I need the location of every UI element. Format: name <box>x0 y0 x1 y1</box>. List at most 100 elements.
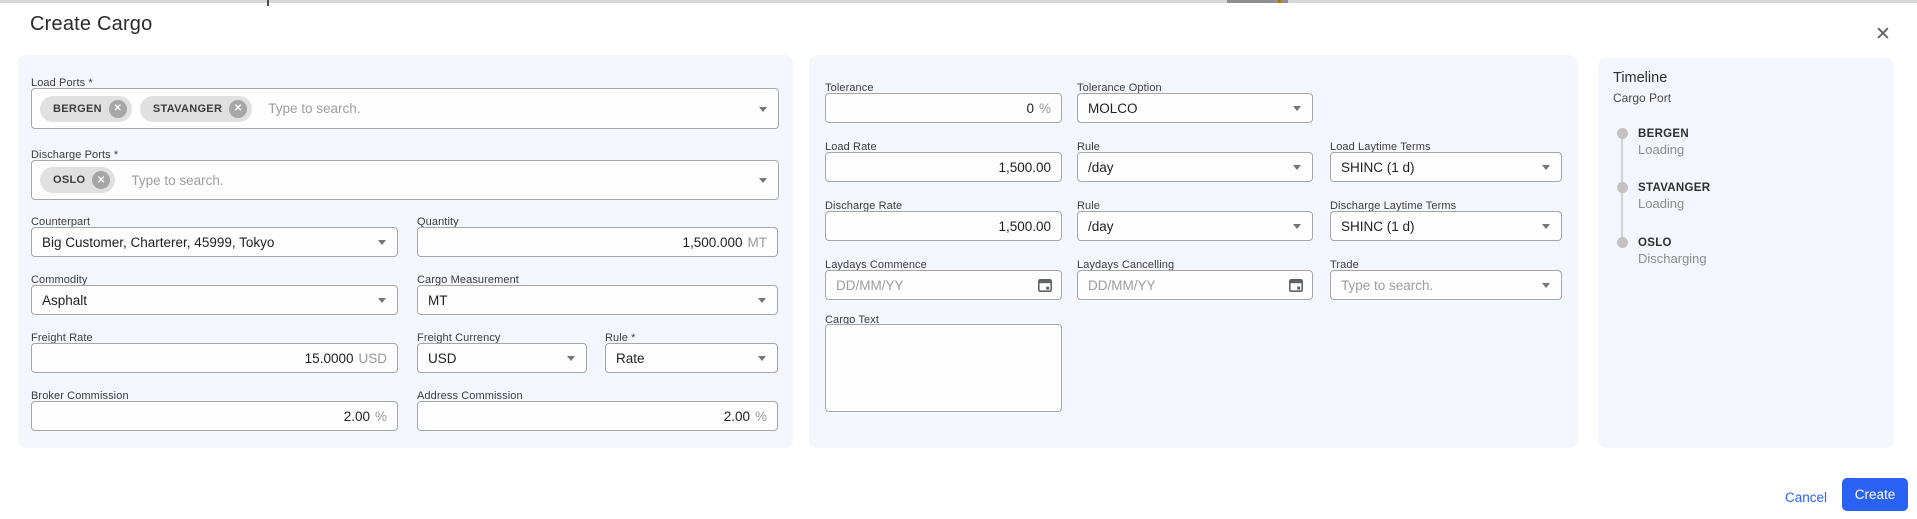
freight-rule-value: Rate <box>616 350 645 366</box>
load-laytime-label: Load Laytime Terms <box>1330 141 1431 153</box>
quantity-input[interactable]: 1,500.000 MT <box>417 227 778 257</box>
port-chip[interactable]: OSLO ✕ <box>40 167 116 193</box>
load-laytime-value: SHINC (1 d) <box>1341 159 1415 175</box>
discharge-rule-value: /day <box>1088 218 1114 234</box>
broker-commission-label: Broker Commission <box>31 390 129 402</box>
timeline-dot <box>1617 128 1628 139</box>
chevron-down-icon <box>1542 224 1550 229</box>
load-rate-label: Load Rate <box>825 141 877 153</box>
chevron-down-icon <box>1293 106 1301 111</box>
cargo-measurement-select[interactable]: MT <box>417 285 778 315</box>
broker-commission-input[interactable]: 2.00 % <box>31 401 398 431</box>
timeline-port: BERGEN <box>1638 128 1690 140</box>
freight-rule-select[interactable]: Rate <box>605 343 778 373</box>
load-ports-placeholder: Type to search. <box>268 101 361 116</box>
chip-remove-icon[interactable]: ✕ <box>229 99 248 118</box>
freight-currency-select[interactable]: USD <box>417 343 587 373</box>
close-icon[interactable]: ✕ <box>1875 23 1891 45</box>
timeline-port: STAVANGER <box>1638 182 1711 194</box>
freight-rule-label: Rule * <box>605 332 636 344</box>
tolerance-label: Tolerance <box>825 82 874 94</box>
chevron-down-icon <box>378 240 386 245</box>
chevron-down-icon <box>758 356 766 361</box>
tolerance-value: 0 <box>1026 100 1034 116</box>
dialog-title: Create Cargo <box>30 13 153 35</box>
chevron-down-icon <box>1293 165 1301 170</box>
chevron-down-icon <box>1293 224 1301 229</box>
broker-commission-unit: % <box>374 408 387 424</box>
cargo-ports-section: Load Ports * BERGEN ✕ STAVANGER ✕ Type t… <box>18 55 793 448</box>
port-chip[interactable]: BERGEN ✕ <box>40 95 132 122</box>
tolerance-unit: % <box>1038 100 1051 116</box>
timeline-title: Timeline <box>1613 70 1668 86</box>
quantity-unit: MT <box>747 234 768 250</box>
calendar-icon[interactable] <box>1037 277 1053 293</box>
load-rate-value: 1,500.00 <box>998 159 1051 175</box>
background-scrollbar-thumb <box>1227 0 1288 3</box>
load-rule-select[interactable]: /day <box>1077 152 1313 182</box>
address-commission-input[interactable]: 2.00 % <box>417 401 778 431</box>
chip-remove-icon[interactable]: ✕ <box>92 171 111 189</box>
port-chip[interactable]: STAVANGER ✕ <box>139 95 253 122</box>
load-laytime-select[interactable]: SHINC (1 d) <box>1330 152 1562 182</box>
trade-select[interactable]: Type to search. <box>1330 270 1562 300</box>
laydays-commence-input[interactable]: DD/MM/YY <box>825 270 1062 300</box>
laydays-cancelling-label: Laydays Cancelling <box>1077 259 1175 271</box>
quantity-label: Quantity <box>417 216 459 228</box>
background-accent-mark <box>1278 0 1281 3</box>
freight-rate-unit: USD <box>358 350 387 366</box>
counterpart-label: Counterpart <box>31 216 91 228</box>
cargo-measurement-value: MT <box>428 292 448 308</box>
load-ports-input[interactable]: BERGEN ✕ STAVANGER ✕ Type to search. <box>31 88 779 129</box>
laydays-commence-placeholder: DD/MM/YY <box>836 277 904 293</box>
tolerance-input[interactable]: 0 % <box>825 93 1062 123</box>
commodity-select[interactable]: Asphalt <box>31 285 398 315</box>
discharge-laytime-select[interactable]: SHINC (1 d) <box>1330 211 1562 241</box>
timeline-dot <box>1617 182 1628 193</box>
cancel-button[interactable]: Cancel <box>1785 490 1828 505</box>
timeline-activity: Loading <box>1638 196 1685 211</box>
laydays-commence-label: Laydays Commence <box>825 259 927 271</box>
discharge-rate-input[interactable]: 1,500.00 <box>825 211 1062 241</box>
discharge-ports-input[interactable]: OSLO ✕ Type to search. <box>31 160 779 200</box>
load-rate-input[interactable]: 1,500.00 <box>825 152 1062 182</box>
chevron-down-icon <box>758 298 766 303</box>
port-chip-label: STAVANGER <box>152 102 223 115</box>
background-tab-tick <box>267 0 269 6</box>
discharge-rule-select[interactable]: /day <box>1077 211 1313 241</box>
cargo-text-label: Cargo Text <box>825 314 879 326</box>
chevron-down-icon <box>567 356 575 361</box>
broker-commission-value: 2.00 <box>343 408 370 424</box>
chevron-down-icon <box>1542 165 1550 170</box>
counterpart-select[interactable]: Big Customer, Charterer, 45999, Tokyo <box>31 227 398 257</box>
discharge-rate-value: 1,500.00 <box>998 218 1051 234</box>
freight-currency-value: USD <box>428 350 457 366</box>
tolerance-option-value: MOLCO <box>1088 100 1138 116</box>
background-page-strip <box>0 0 1917 3</box>
discharge-laytime-value: SHINC (1 d) <box>1341 218 1415 234</box>
chevron-down-icon <box>759 178 767 183</box>
load-rule-label: Rule <box>1077 141 1101 153</box>
freight-rate-input[interactable]: 15.0000 USD <box>31 343 398 373</box>
freight-rate-label: Freight Rate <box>31 332 93 344</box>
port-chip-label: OSLO <box>53 174 86 186</box>
discharge-ports-label: Discharge Ports * <box>31 149 119 161</box>
cargo-terms-section: Tolerance 0 % Tolerance Option MOLCO Loa… <box>809 55 1578 448</box>
tolerance-option-select[interactable]: MOLCO <box>1077 93 1313 123</box>
commodity-value: Asphalt <box>42 292 88 308</box>
timeline-activity: Discharging <box>1638 251 1707 266</box>
create-button[interactable]: Create <box>1842 478 1908 511</box>
trade-placeholder: Type to search. <box>1341 277 1434 293</box>
cargo-measurement-label: Cargo Measurement <box>417 274 519 286</box>
chip-remove-icon[interactable]: ✕ <box>108 99 127 118</box>
freight-rate-value: 15.0000 <box>304 350 354 366</box>
tolerance-option-label: Tolerance Option <box>1077 82 1162 94</box>
calendar-icon[interactable] <box>1288 277 1304 293</box>
timeline-port: OSLO <box>1638 237 1672 249</box>
commodity-label: Commodity <box>31 274 88 286</box>
load-ports-label: Load Ports * <box>31 77 93 89</box>
discharge-rule-label: Rule <box>1077 200 1101 212</box>
laydays-cancelling-input[interactable]: DD/MM/YY <box>1077 270 1313 300</box>
cargo-text-textarea[interactable] <box>825 324 1062 412</box>
